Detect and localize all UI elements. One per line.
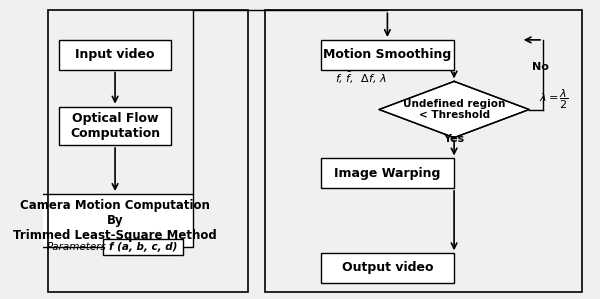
FancyBboxPatch shape	[321, 158, 454, 188]
Text: Yes: Yes	[443, 134, 464, 144]
Text: Motion Smoothing: Motion Smoothing	[323, 48, 452, 61]
Text: Optical Flow
Computation: Optical Flow Computation	[70, 112, 160, 140]
Polygon shape	[379, 81, 529, 138]
FancyBboxPatch shape	[103, 239, 183, 255]
Text: f (a, b, c, d): f (a, b, c, d)	[109, 242, 177, 252]
Text: Undefined region
< Threshold: Undefined region < Threshold	[403, 99, 505, 120]
FancyBboxPatch shape	[59, 106, 170, 145]
Text: No: No	[532, 62, 548, 71]
Text: $f$, $\bar{f}$,  $\Delta f$, $\lambda$: $f$, $\bar{f}$, $\Delta f$, $\lambda$	[335, 71, 386, 86]
Text: Input video: Input video	[76, 48, 155, 61]
Text: Parameters: Parameters	[47, 242, 107, 252]
FancyBboxPatch shape	[59, 40, 170, 70]
Text: $\lambda = \dfrac{\lambda}{2}$: $\lambda = \dfrac{\lambda}{2}$	[539, 87, 569, 111]
Text: Camera Motion Computation
By
Trimmed Least-Square Method: Camera Motion Computation By Trimmed Lea…	[13, 199, 217, 242]
Text: Image Warping: Image Warping	[334, 167, 440, 180]
FancyBboxPatch shape	[321, 253, 454, 283]
FancyBboxPatch shape	[37, 194, 193, 247]
FancyBboxPatch shape	[321, 40, 454, 70]
Text: Output video: Output video	[341, 262, 433, 274]
